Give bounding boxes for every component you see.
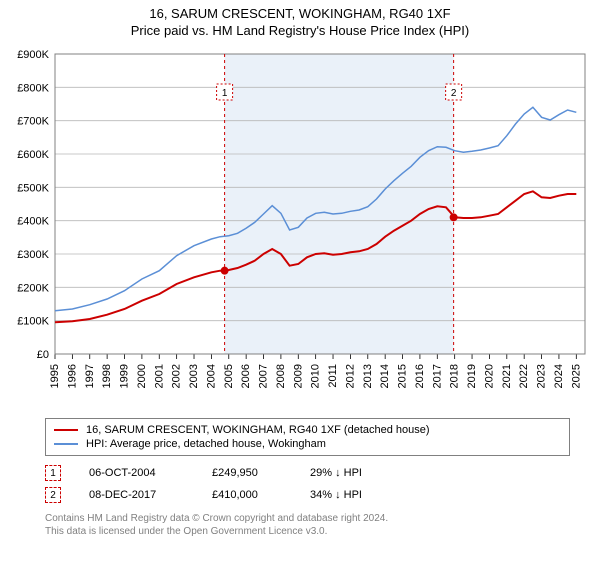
legend-item: 16, SARUM CRESCENT, WOKINGHAM, RG40 1XF … xyxy=(54,423,561,437)
footer-attribution: Contains HM Land Registry data © Crown c… xyxy=(45,512,570,538)
svg-text:2025: 2025 xyxy=(570,364,582,388)
chart-title: 16, SARUM CRESCENT, WOKINGHAM, RG40 1XF xyxy=(0,6,600,21)
svg-text:£200K: £200K xyxy=(17,282,49,294)
svg-text:2023: 2023 xyxy=(536,364,548,388)
svg-text:1999: 1999 xyxy=(119,364,131,388)
svg-text:1995: 1995 xyxy=(49,364,61,388)
svg-text:2021: 2021 xyxy=(501,364,513,388)
sales-table: 1 06-OCT-2004 £249,950 29% ↓ HPI 2 08-DEC-201… xyxy=(45,462,570,506)
svg-text:2016: 2016 xyxy=(414,364,426,388)
svg-text:2002: 2002 xyxy=(171,364,183,388)
legend-label: HPI: Average price, detached house, Woki… xyxy=(86,438,326,450)
svg-text:£100K: £100K xyxy=(17,316,49,328)
svg-text:£700K: £700K xyxy=(17,116,49,128)
legend-swatch xyxy=(54,443,78,445)
chart-subtitle: Price paid vs. HM Land Registry's House … xyxy=(0,23,600,38)
svg-text:2007: 2007 xyxy=(258,364,270,388)
sale-row: 1 06-OCT-2004 £249,950 29% ↓ HPI xyxy=(45,462,570,484)
svg-text:2012: 2012 xyxy=(344,364,356,388)
svg-text:1997: 1997 xyxy=(84,364,96,388)
svg-text:£600K: £600K xyxy=(17,149,49,161)
legend: 16, SARUM CRESCENT, WOKINGHAM, RG40 1XF … xyxy=(45,418,570,456)
svg-text:2009: 2009 xyxy=(292,364,304,388)
svg-text:2: 2 xyxy=(451,88,457,99)
svg-text:1998: 1998 xyxy=(101,364,113,388)
svg-text:2000: 2000 xyxy=(136,364,148,388)
sale-row: 2 08-DEC-2017 £410,000 34% ↓ HPI xyxy=(45,484,570,506)
svg-text:2015: 2015 xyxy=(397,364,409,388)
footer-line-2: This data is licensed under the Open Gov… xyxy=(45,525,570,538)
svg-text:2005: 2005 xyxy=(223,364,235,388)
sale-diff: 34% ↓ HPI xyxy=(310,489,400,501)
sale-diff: 29% ↓ HPI xyxy=(310,467,400,479)
svg-text:2022: 2022 xyxy=(518,364,530,388)
svg-text:2011: 2011 xyxy=(327,364,339,388)
sale-marker: 1 xyxy=(45,465,61,481)
svg-text:£800K: £800K xyxy=(17,82,49,94)
svg-text:2017: 2017 xyxy=(431,364,443,388)
svg-text:2020: 2020 xyxy=(483,364,495,388)
svg-text:2008: 2008 xyxy=(275,364,287,388)
svg-text:2001: 2001 xyxy=(153,364,165,388)
sale-date: 06-OCT-2004 xyxy=(89,467,184,479)
svg-text:£400K: £400K xyxy=(17,216,49,228)
svg-text:£0: £0 xyxy=(37,349,49,361)
svg-text:£300K: £300K xyxy=(17,249,49,261)
sale-marker: 2 xyxy=(45,487,61,503)
footer-line-1: Contains HM Land Registry data © Crown c… xyxy=(45,512,570,525)
svg-text:2010: 2010 xyxy=(310,364,322,388)
svg-text:2004: 2004 xyxy=(205,364,217,388)
sale-date: 08-DEC-2017 xyxy=(89,489,184,501)
svg-text:1: 1 xyxy=(222,88,228,99)
chart-area: £0 £100K £200K £300K £400K £500K £600K £700K £80… xyxy=(0,44,600,414)
legend-swatch xyxy=(54,429,78,431)
svg-text:2018: 2018 xyxy=(449,364,461,388)
legend-label: 16, SARUM CRESCENT, WOKINGHAM, RG40 1XF … xyxy=(86,424,430,436)
svg-text:2013: 2013 xyxy=(362,364,374,388)
svg-text:£900K: £900K xyxy=(17,49,49,61)
svg-text:2019: 2019 xyxy=(466,364,478,388)
legend-item: HPI: Average price, detached house, Woki… xyxy=(54,437,561,451)
line-chart: £0 £100K £200K £300K £400K £500K £600K £700K £80… xyxy=(0,44,600,414)
svg-text:£500K: £500K xyxy=(17,182,49,194)
svg-text:2003: 2003 xyxy=(188,364,200,388)
svg-text:2024: 2024 xyxy=(553,364,565,388)
sale-price: £410,000 xyxy=(212,489,282,501)
svg-text:2014: 2014 xyxy=(379,364,391,388)
sale-price: £249,950 xyxy=(212,467,282,479)
svg-text:2006: 2006 xyxy=(240,364,252,388)
svg-text:1996: 1996 xyxy=(66,364,78,388)
